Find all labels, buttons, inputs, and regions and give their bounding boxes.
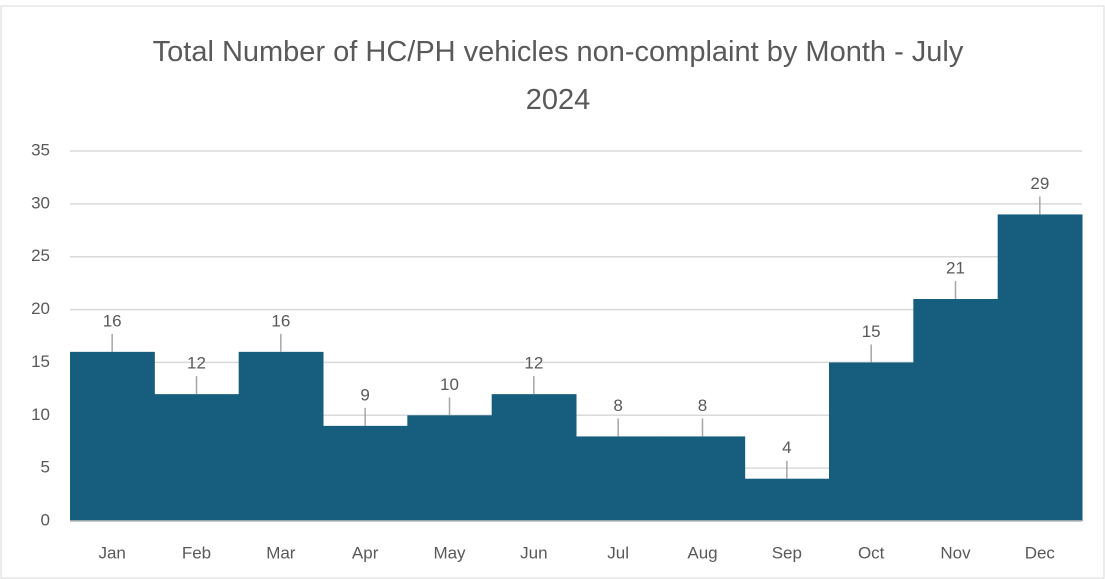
bar [154, 394, 240, 521]
x-tick-label: May [433, 543, 466, 562]
data-label: 9 [360, 385, 369, 404]
y-tick-label: 5 [41, 458, 50, 477]
bar [407, 415, 493, 521]
bar [660, 436, 746, 521]
y-tick-label: 25 [31, 246, 50, 265]
x-tick-label: Mar [266, 543, 296, 562]
data-label: 12 [187, 354, 206, 373]
y-tick-label: 15 [31, 352, 50, 371]
x-tick-label: Nov [940, 543, 971, 562]
bar [829, 362, 914, 521]
x-tick-label: Aug [687, 543, 717, 562]
x-tick-label: Apr [352, 543, 379, 562]
x-tick-label: Feb [182, 543, 211, 562]
bar [744, 478, 830, 521]
y-tick-label: 20 [31, 299, 50, 318]
bar [323, 425, 408, 521]
data-label: 8 [613, 396, 622, 415]
x-tick-label: Jun [520, 543, 547, 562]
y-tick-label: 0 [41, 510, 50, 529]
chart-border [0, 5, 1105, 579]
data-label: 4 [782, 438, 791, 457]
y-tick-label: 30 [31, 193, 50, 212]
x-tick-label: Dec [1025, 543, 1056, 562]
data-label: 12 [524, 354, 543, 373]
data-label: 16 [103, 311, 122, 330]
data-label: 10 [440, 375, 459, 394]
data-label: 21 [946, 258, 965, 277]
y-tick-label: 35 [31, 140, 50, 159]
x-tick-label: Jan [98, 543, 125, 562]
data-label: 29 [1030, 174, 1049, 193]
y-tick-label: 10 [31, 405, 50, 424]
bar [913, 299, 999, 521]
x-tick-label: Sep [772, 543, 802, 562]
bar [70, 351, 155, 521]
bar [238, 351, 324, 521]
bar [997, 214, 1083, 521]
bar [576, 436, 661, 521]
data-label: 16 [271, 311, 290, 330]
data-label: 15 [862, 322, 881, 341]
bar [491, 394, 577, 521]
x-tick-label: Jul [607, 543, 629, 562]
chart-title: Total Number of HC/PH vehicles non-compl… [152, 36, 964, 116]
data-label: 8 [698, 396, 707, 415]
x-tick-label: Oct [858, 543, 885, 562]
